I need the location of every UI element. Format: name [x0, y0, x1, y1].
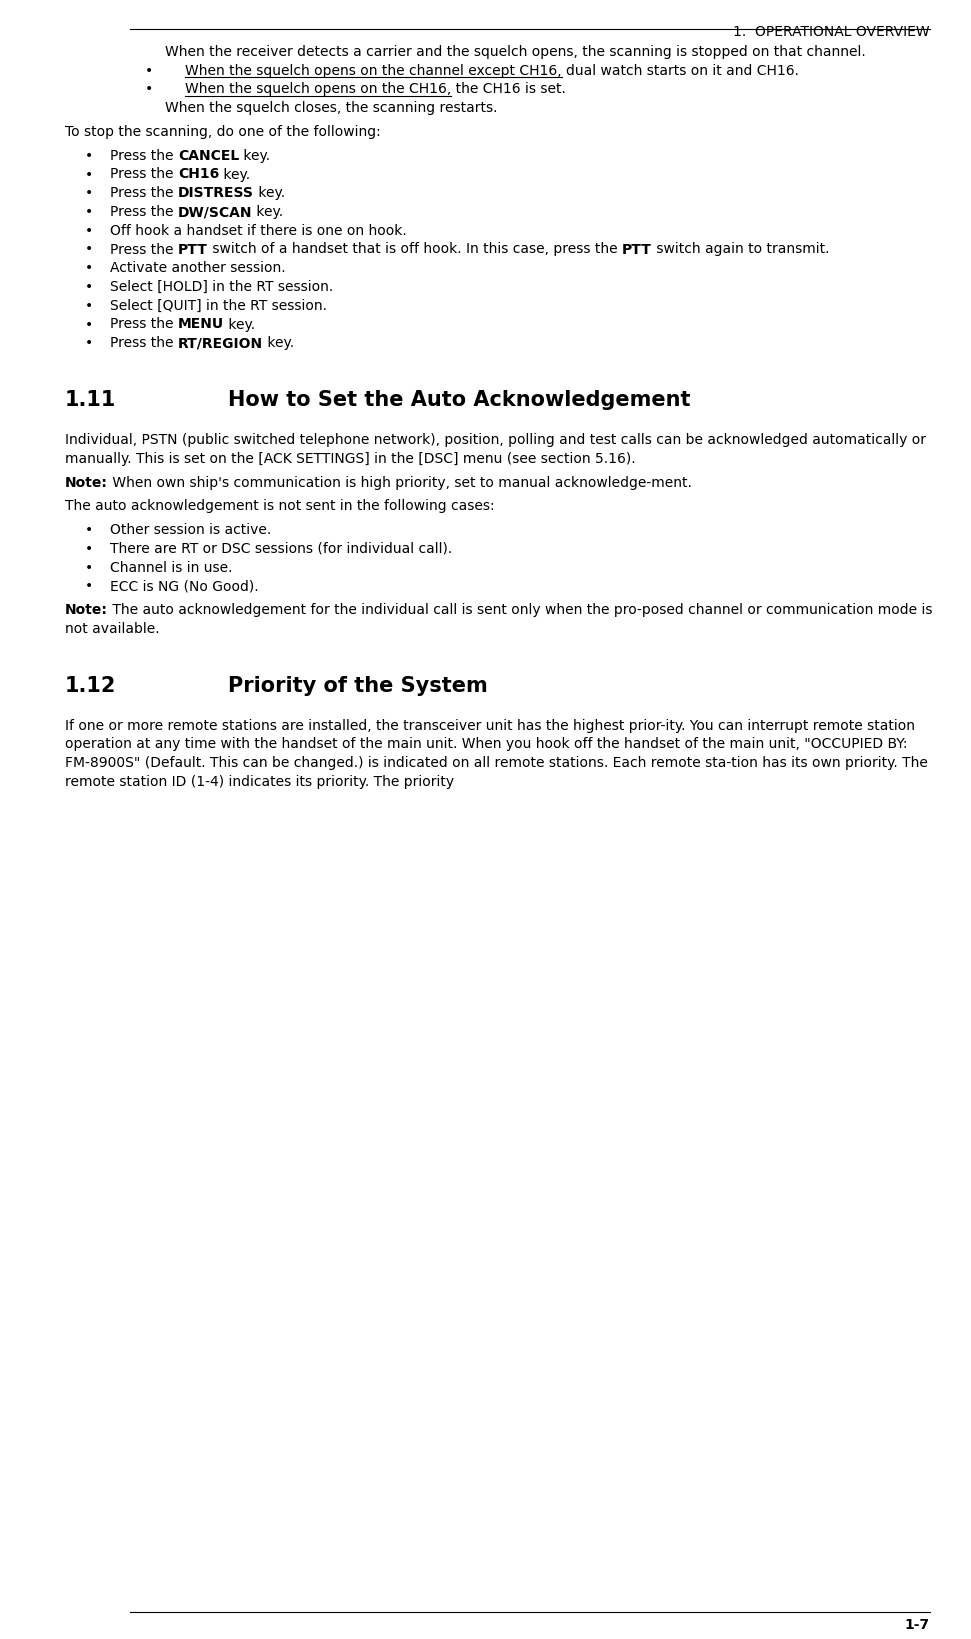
Text: DISTRESS: DISTRESS	[178, 187, 253, 200]
Text: Select [QUIT] in the RT session.: Select [QUIT] in the RT session.	[110, 298, 327, 313]
Text: manually. This is set on the [ACK SETTINGS] in the [DSC] menu (see section 5.16): manually. This is set on the [ACK SETTIN…	[65, 452, 636, 465]
Text: •: •	[85, 579, 93, 593]
Text: •: •	[85, 223, 93, 238]
Text: 1.12: 1.12	[65, 675, 117, 695]
Text: The auto acknowledgement for the individual call is sent only when the pro-posed: The auto acknowledgement for the individ…	[108, 603, 932, 616]
Text: Note:: Note:	[65, 603, 108, 616]
Text: PTT: PTT	[178, 243, 208, 256]
Text: The auto acknowledgement is not sent in the following cases:: The auto acknowledgement is not sent in …	[65, 498, 494, 513]
Text: Other session is active.: Other session is active.	[110, 523, 271, 538]
Text: •: •	[85, 523, 93, 538]
Text: Press the: Press the	[110, 187, 178, 200]
Text: Press the: Press the	[110, 336, 178, 351]
Text: If one or more remote stations are installed, the transceiver unit has the highe: If one or more remote stations are insta…	[65, 718, 915, 733]
Text: CANCEL: CANCEL	[178, 149, 239, 162]
Text: switch again to transmit.: switch again to transmit.	[652, 243, 829, 256]
Text: key.: key.	[239, 149, 270, 162]
Text: key.: key.	[263, 336, 294, 351]
Text: key.: key.	[253, 187, 285, 200]
Text: When the receiver detects a carrier and the squelch opens, the scanning is stopp: When the receiver detects a carrier and …	[165, 44, 866, 59]
Text: key.: key.	[219, 167, 251, 182]
Text: When the squelch closes, the scanning restarts.: When the squelch closes, the scanning re…	[165, 102, 497, 115]
Text: PTT: PTT	[621, 243, 652, 256]
Text: •: •	[85, 149, 93, 162]
Text: Priority of the System: Priority of the System	[228, 675, 487, 695]
Text: Select [HOLD] in the RT session.: Select [HOLD] in the RT session.	[110, 280, 333, 293]
Text: •: •	[85, 318, 93, 331]
Text: CH16: CH16	[178, 167, 219, 182]
Text: There are RT or DSC sessions (for individual call).: There are RT or DSC sessions (for indivi…	[110, 541, 452, 556]
Text: •: •	[145, 82, 153, 97]
Text: Press the: Press the	[110, 205, 178, 220]
Text: •: •	[85, 261, 93, 275]
Text: To stop the scanning, do one of the following:: To stop the scanning, do one of the foll…	[65, 125, 381, 139]
Text: 1.11: 1.11	[65, 390, 117, 410]
Text: FM-8900S" (Default. This can be changed.) is indicated on all remote stations. E: FM-8900S" (Default. This can be changed.…	[65, 756, 928, 770]
Text: RT/REGION: RT/REGION	[178, 336, 263, 351]
Text: •: •	[85, 541, 93, 556]
Text: •: •	[85, 336, 93, 351]
Text: •: •	[85, 280, 93, 293]
Text: Press the: Press the	[110, 243, 178, 256]
Text: key.: key.	[252, 205, 284, 220]
Text: switch of a handset that is off hook. In this case, press the: switch of a handset that is off hook. In…	[208, 243, 621, 256]
Text: •: •	[145, 64, 153, 77]
Text: operation at any time with the handset of the main unit. When you hook off the h: operation at any time with the handset o…	[65, 738, 908, 751]
Text: ECC is NG (No Good).: ECC is NG (No Good).	[110, 579, 258, 593]
Text: Off hook a handset if there is one on hook.: Off hook a handset if there is one on ho…	[110, 223, 407, 238]
Text: DW/SCAN: DW/SCAN	[178, 205, 252, 220]
Text: When own ship's communication is high priority, set to manual acknowledge-ment.: When own ship's communication is high pr…	[108, 475, 691, 490]
Text: 1-7: 1-7	[905, 1618, 930, 1631]
Text: •: •	[85, 298, 93, 313]
Text: not available.: not available.	[65, 621, 159, 636]
Text: Press the: Press the	[110, 167, 178, 182]
Text: MENU: MENU	[178, 318, 224, 331]
Text: Individual, PSTN (public switched telephone network), position, polling and test: Individual, PSTN (public switched teleph…	[65, 433, 926, 447]
Text: Activate another session.: Activate another session.	[110, 261, 285, 275]
Text: •: •	[85, 187, 93, 200]
Text: Channel is in use.: Channel is in use.	[110, 561, 232, 574]
Text: •: •	[85, 561, 93, 574]
Text: How to Set the Auto Acknowledgement: How to Set the Auto Acknowledgement	[228, 390, 690, 410]
Text: remote station ID (1-4) indicates its priority. The priority: remote station ID (1-4) indicates its pr…	[65, 775, 454, 788]
Text: •: •	[85, 205, 93, 220]
Text: •: •	[85, 167, 93, 182]
Text: Note:: Note:	[65, 475, 108, 490]
Text: Press the: Press the	[110, 149, 178, 162]
Text: When the squelch opens on the CH16, the CH16 is set.: When the squelch opens on the CH16, the …	[185, 82, 566, 97]
Text: Press the: Press the	[110, 318, 178, 331]
Text: •: •	[85, 243, 93, 256]
Text: key.: key.	[224, 318, 255, 331]
Text: When the squelch opens on the channel except CH16, dual watch starts on it and C: When the squelch opens on the channel ex…	[185, 64, 799, 77]
Text: 1.  OPERATIONAL OVERVIEW: 1. OPERATIONAL OVERVIEW	[733, 25, 930, 39]
